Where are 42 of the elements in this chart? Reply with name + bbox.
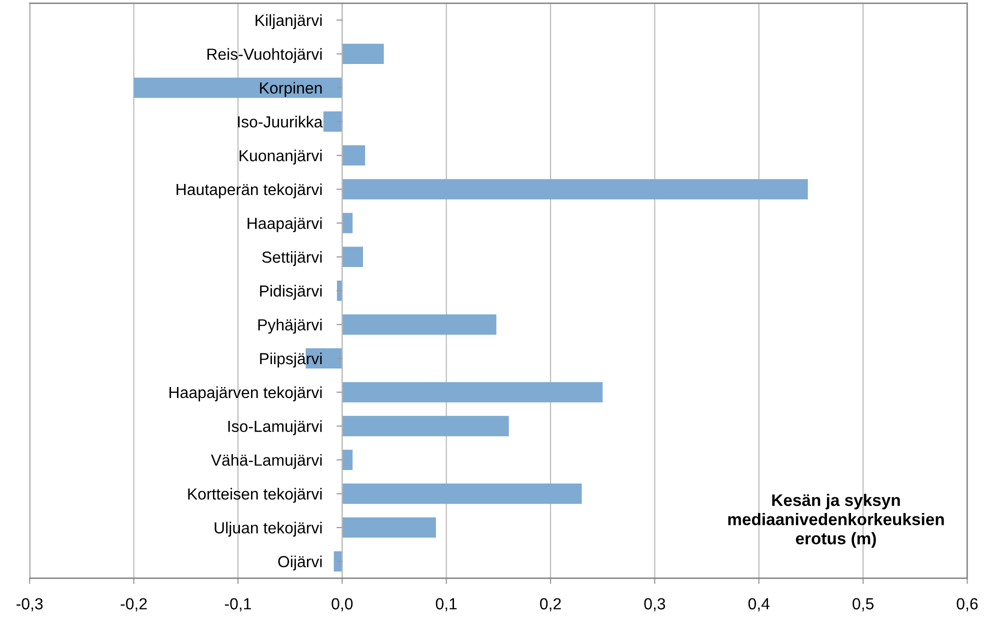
- x-tick-label: -0,1: [224, 598, 251, 612]
- x-tick-label: -0,2: [120, 598, 147, 612]
- bar: [323, 111, 342, 132]
- bar: [342, 484, 582, 504]
- bar: [342, 450, 353, 470]
- bar: [342, 246, 363, 268]
- y-tick-label: Kiljanjärvi: [256, 14, 322, 30]
- bar: [342, 517, 436, 538]
- bar: [342, 382, 603, 402]
- bar: [342, 212, 353, 234]
- y-tick-label: Uljuan tekojärvi: [214, 522, 322, 537]
- bar: [342, 314, 496, 335]
- y-tick-label: Hautaperän tekojärvi: [176, 183, 322, 198]
- bar: [334, 551, 342, 572]
- x-tick-label: 0,1: [436, 598, 457, 612]
- bar: [342, 416, 509, 436]
- bar: [342, 145, 366, 166]
- x-tick-label: -0,3: [16, 598, 43, 612]
- y-tick-label: Iso-Juurikka: [238, 116, 323, 128]
- y-tick-label: Settijärvi: [262, 251, 322, 266]
- y-tick-label: Oijärvi: [278, 556, 322, 570]
- y-tick-label: Haapajärven tekojärvi: [170, 386, 322, 402]
- x-tick-label: 0,3: [644, 598, 666, 612]
- y-tick-label: Korpinen: [260, 82, 322, 97]
- x-tick-label: 0,2: [540, 598, 561, 612]
- y-tick-label: Reis-Vuohtojärvi: [207, 48, 322, 64]
- y-tick-label: Piipsjärvi: [260, 352, 322, 368]
- y-tick-label: Kuonanjärvi: [240, 150, 322, 164]
- bar: [134, 78, 342, 98]
- x-tick-label: 0,6: [956, 598, 978, 612]
- annotation: Kesän ja syksyn mediaanivedenkorkeuksien erotus (m): [728, 494, 944, 548]
- y-tick-label: Pyhäjärvi: [258, 318, 322, 334]
- y-tick-label: Haapajärvi: [248, 217, 322, 232]
- y-tick-label: Pidisjärvi: [260, 284, 322, 300]
- bar: [342, 179, 808, 200]
- x-tick-label: 0,5: [852, 598, 874, 612]
- x-tick-label: 0,0: [332, 598, 353, 612]
- y-tick-label: Iso-Lamujärvi: [228, 420, 322, 436]
- bar: [342, 44, 384, 64]
- x-tick-label: 0,4: [748, 598, 770, 612]
- y-tick-label: Kortteisen tekojärvi: [188, 488, 322, 503]
- y-tick-label: Vähä-Lamujärvi: [210, 454, 322, 469]
